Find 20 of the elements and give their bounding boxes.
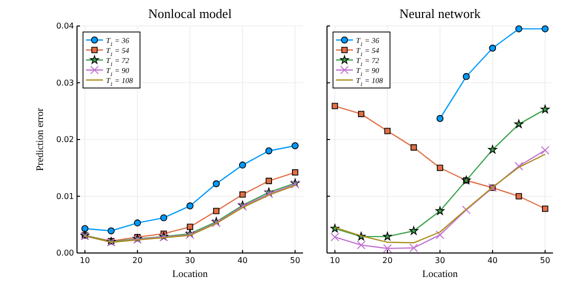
x-tick-label: 20 [132,256,143,266]
chart-title: Neural network [399,6,482,21]
x-tick-label: 30 [184,256,196,266]
y-tick-label: 0.01 [56,192,74,201]
x-tick-label: 50 [540,256,550,266]
x-axis-title: Location [422,269,458,280]
x-tick-label: 20 [382,256,393,266]
x-axis-title: Location [172,269,208,280]
y-tick-label: 0.04 [56,22,74,31]
x-tick-label: 40 [487,256,498,266]
chart-title: Nonlocal model [148,6,232,21]
y-tick-label: 0.02 [56,135,74,144]
y-axis-title: Prediction error [35,107,46,172]
x-tick-label: 10 [330,256,340,266]
x-tick-label: 40 [237,256,248,266]
x-tick-label: 10 [80,256,90,266]
y-tick-label: 0.03 [56,78,74,88]
x-tick-label: 50 [290,256,300,266]
y-tick-label: 0.00 [56,248,74,258]
x-tick-label: 30 [434,256,446,266]
